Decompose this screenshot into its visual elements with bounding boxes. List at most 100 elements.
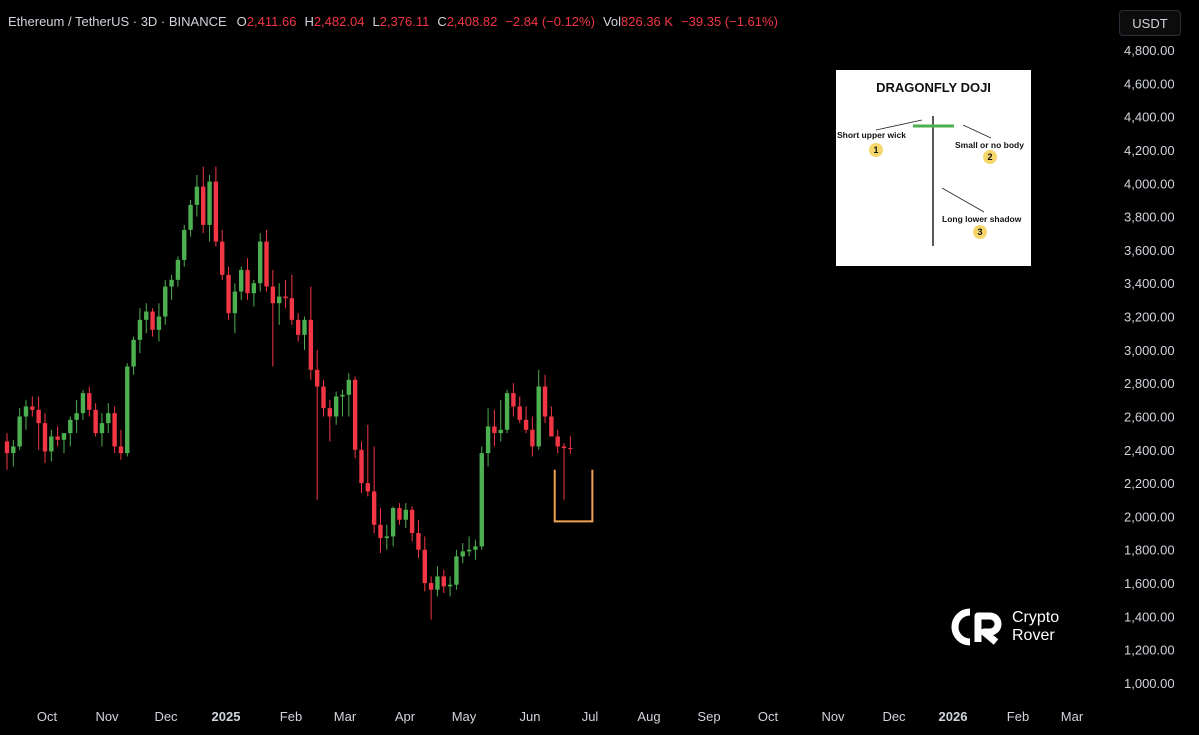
candle[interactable] bbox=[416, 519, 421, 559]
candle[interactable] bbox=[549, 406, 554, 437]
y-tick-label: 3,400.00 bbox=[1124, 276, 1175, 291]
candle[interactable] bbox=[213, 166, 219, 247]
candle[interactable] bbox=[378, 508, 383, 554]
candle[interactable] bbox=[55, 426, 60, 447]
candle[interactable] bbox=[473, 539, 478, 560]
candle[interactable] bbox=[321, 379, 326, 417]
candle[interactable] bbox=[327, 399, 333, 442]
candle[interactable] bbox=[99, 413, 105, 447]
candle[interactable] bbox=[23, 399, 29, 430]
candle[interactable] bbox=[42, 413, 48, 464]
candle[interactable] bbox=[175, 256, 181, 287]
candle[interactable] bbox=[220, 229, 225, 280]
candle[interactable] bbox=[555, 429, 560, 454]
candle[interactable] bbox=[74, 399, 79, 434]
candle[interactable] bbox=[137, 308, 143, 354]
candle[interactable] bbox=[182, 224, 187, 267]
candle[interactable] bbox=[397, 503, 402, 525]
candle[interactable] bbox=[454, 549, 459, 590]
candle[interactable] bbox=[118, 429, 124, 460]
candle[interactable] bbox=[87, 386, 92, 417]
candle[interactable] bbox=[492, 409, 497, 447]
candle[interactable] bbox=[371, 446, 377, 534]
candle[interactable] bbox=[384, 524, 389, 550]
candle[interactable] bbox=[390, 506, 396, 547]
candle[interactable] bbox=[245, 258, 250, 300]
candle[interactable] bbox=[479, 446, 484, 550]
candle[interactable] bbox=[258, 233, 263, 292]
candle[interactable] bbox=[365, 424, 371, 497]
candle[interactable] bbox=[498, 399, 503, 442]
candle[interactable] bbox=[93, 403, 98, 437]
candle[interactable] bbox=[561, 443, 567, 500]
candle[interactable] bbox=[156, 303, 162, 342]
candle[interactable] bbox=[441, 569, 446, 594]
candle[interactable] bbox=[308, 286, 314, 380]
candle[interactable] bbox=[403, 503, 408, 529]
candle[interactable] bbox=[4, 433, 10, 470]
candle[interactable] bbox=[460, 543, 465, 564]
candle[interactable] bbox=[36, 396, 41, 450]
candle[interactable] bbox=[542, 374, 548, 424]
candle[interactable] bbox=[239, 266, 244, 300]
candle[interactable] bbox=[226, 266, 231, 320]
candle[interactable] bbox=[49, 429, 54, 462]
candle[interactable] bbox=[485, 408, 491, 467]
candle[interactable] bbox=[112, 406, 117, 454]
candle[interactable] bbox=[251, 279, 257, 307]
candle[interactable] bbox=[80, 389, 86, 420]
candle[interactable] bbox=[352, 376, 358, 459]
candle[interactable] bbox=[314, 349, 320, 500]
candle[interactable] bbox=[169, 274, 174, 300]
candle[interactable] bbox=[283, 279, 288, 309]
candle[interactable] bbox=[150, 308, 155, 337]
candle[interactable] bbox=[188, 199, 193, 237]
candle[interactable] bbox=[536, 369, 541, 450]
candle[interactable] bbox=[333, 391, 339, 425]
candle[interactable] bbox=[276, 283, 282, 325]
candle[interactable] bbox=[264, 229, 269, 292]
symbol-title[interactable]: Ethereum / TetherUS · 3D · BINANCE bbox=[8, 14, 227, 29]
candle[interactable] bbox=[17, 408, 22, 450]
price-axis[interactable]: 4,800.00 4,600.00 4,400.00 4,200.00 4,000.00… bbox=[1124, 43, 1175, 691]
candle[interactable] bbox=[422, 536, 427, 592]
candle[interactable] bbox=[11, 439, 16, 467]
candle[interactable] bbox=[232, 283, 238, 334]
x-tick-label: Mar bbox=[334, 709, 357, 724]
candle[interactable] bbox=[68, 416, 73, 447]
y-tick-label: 2,200.00 bbox=[1124, 476, 1175, 491]
candle[interactable] bbox=[125, 363, 130, 457]
candle[interactable] bbox=[504, 389, 510, 434]
candle[interactable] bbox=[295, 313, 301, 342]
candle-body bbox=[454, 556, 459, 585]
candle[interactable] bbox=[289, 274, 295, 325]
candle[interactable] bbox=[270, 269, 276, 367]
candle[interactable] bbox=[466, 536, 472, 557]
candle[interactable] bbox=[340, 389, 345, 417]
candle[interactable] bbox=[511, 383, 516, 417]
candle[interactable] bbox=[30, 396, 35, 417]
candle[interactable] bbox=[435, 566, 440, 597]
candle[interactable] bbox=[447, 576, 453, 597]
candle[interactable] bbox=[144, 303, 149, 334]
candle[interactable] bbox=[61, 433, 67, 454]
candle[interactable] bbox=[302, 316, 307, 350]
candle[interactable] bbox=[517, 396, 522, 424]
candle[interactable] bbox=[131, 336, 136, 375]
candle[interactable] bbox=[106, 403, 111, 434]
candle[interactable] bbox=[359, 441, 364, 494]
candle[interactable] bbox=[207, 174, 212, 242]
candle[interactable] bbox=[346, 373, 352, 417]
candle[interactable] bbox=[201, 166, 206, 234]
time-axis[interactable]: Oct Nov Dec 2025 Feb Mar Apr May Jun Jul Aug Sep Oct… bbox=[37, 709, 1084, 724]
candle[interactable] bbox=[409, 506, 415, 542]
candle[interactable] bbox=[568, 436, 573, 454]
candle[interactable] bbox=[523, 406, 529, 434]
candle[interactable] bbox=[428, 576, 434, 620]
candle[interactable] bbox=[530, 416, 535, 457]
candle-body bbox=[245, 269, 250, 294]
candle[interactable] bbox=[194, 174, 200, 217]
candle[interactable] bbox=[163, 279, 168, 325]
currency-unit-button[interactable]: USDT bbox=[1119, 10, 1181, 36]
